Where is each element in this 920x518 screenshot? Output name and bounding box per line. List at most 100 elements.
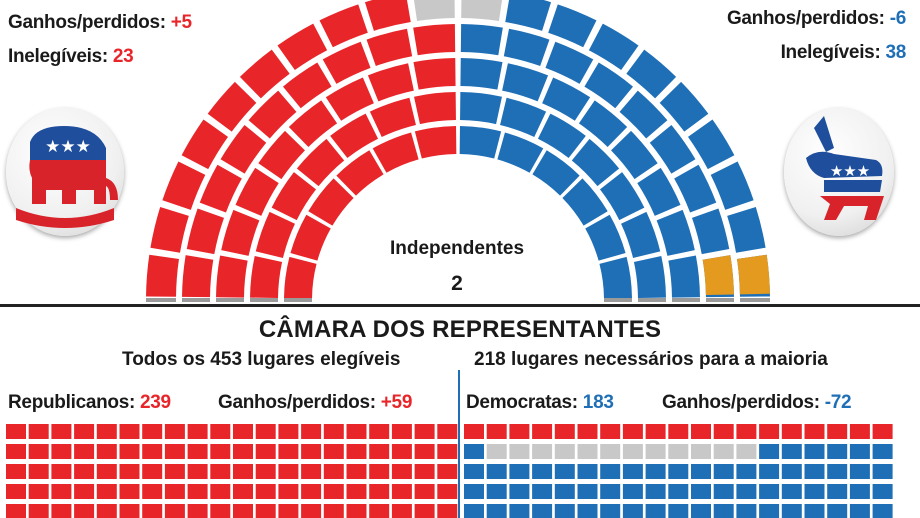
senate-seat — [502, 63, 549, 102]
senate-rep-inelig-value: 23 — [112, 46, 134, 67]
svg-text:★★★: ★★★ — [45, 137, 91, 157]
house-dem-seat — [532, 484, 553, 499]
house-rep-seat — [369, 464, 390, 479]
house-dem-seat — [486, 424, 507, 439]
house-dem-seat — [827, 444, 848, 459]
house-dem-seat — [532, 504, 553, 518]
house-rep-seat — [323, 484, 344, 499]
house-dem-seat — [691, 464, 711, 479]
house-dem-seat — [759, 424, 780, 439]
senate-seat — [413, 58, 456, 90]
house-dem-seat — [691, 424, 711, 439]
house-dem-seat — [464, 504, 484, 518]
senate-base — [740, 298, 770, 302]
svg-text:★★★: ★★★ — [830, 162, 870, 180]
house-rep-seat — [28, 504, 49, 518]
house-dem-seat — [691, 484, 711, 499]
house-rep-seat — [96, 464, 117, 479]
house-dem-seat — [872, 504, 893, 518]
senate-seat — [413, 0, 455, 21]
senate-independent-seat — [702, 255, 734, 296]
house-rep-seat — [187, 504, 208, 518]
house-rep-seat — [210, 424, 231, 439]
house-rep-seat — [323, 504, 344, 518]
house-rep-seat — [255, 424, 276, 439]
house-dem-seat — [781, 444, 802, 459]
house-dem-seat — [781, 484, 802, 499]
house-dem-value: 183 — [582, 392, 614, 413]
senate-seat — [626, 49, 677, 99]
senate-seat — [308, 178, 354, 226]
house-dem-seat — [736, 484, 757, 499]
house-dem-seat — [804, 424, 825, 439]
house-rep-seat — [301, 444, 322, 459]
senate-seat — [414, 126, 457, 159]
house-dem-seat — [713, 444, 734, 459]
senate-seat — [621, 211, 661, 258]
house-dem-seat — [509, 484, 530, 499]
house-rep-seat — [164, 424, 185, 439]
house-dem-seat — [486, 504, 507, 518]
house-rep-seat — [119, 484, 140, 499]
senate-dem-gains-value: -6 — [889, 8, 907, 29]
house-rep-seat — [414, 504, 435, 518]
senate-seat — [284, 256, 317, 299]
senate-seat — [325, 77, 374, 121]
house-dem-seat — [691, 444, 711, 459]
house-rep-seat — [187, 484, 208, 499]
house-rep-seat — [28, 484, 49, 499]
senate-seat — [497, 132, 544, 173]
senate-seat — [182, 255, 214, 298]
senate-seat — [364, 0, 411, 31]
senate-seat — [186, 208, 225, 255]
house-rep-gains: Ganhos/perdidos: +59 — [218, 392, 412, 414]
house-dem-seat — [849, 484, 870, 499]
house-rep-seat — [301, 424, 322, 439]
house-dem-seat — [849, 424, 870, 439]
house-rep-seat — [233, 484, 253, 499]
house-rep-seat — [233, 504, 253, 518]
house-dem-seat — [759, 484, 780, 499]
senate-seat — [221, 209, 260, 256]
senate-seat — [532, 150, 580, 196]
house-dem-seat — [736, 424, 757, 439]
house-divider — [458, 370, 460, 518]
senate-seat — [619, 90, 668, 139]
senate-seat — [290, 214, 331, 261]
house-rep-seat — [96, 504, 117, 518]
house-dem-seat — [600, 444, 621, 459]
house-dem-seat — [668, 484, 689, 499]
house-dem-seat — [486, 484, 507, 499]
senate-seat — [250, 256, 283, 298]
house-dem-seat — [577, 484, 598, 499]
house-dem-seat — [736, 444, 757, 459]
senate-seat — [674, 164, 717, 213]
house-dem-seat — [849, 504, 870, 518]
house-dem-seat — [532, 464, 553, 479]
house-rep-seat — [346, 444, 367, 459]
house-dem-seat — [668, 504, 689, 518]
senate-seat — [258, 130, 305, 180]
house-dem-seat — [849, 444, 870, 459]
senate-seat — [255, 211, 295, 258]
senate-seat — [322, 41, 371, 84]
house-dem-seat — [849, 464, 870, 479]
house-rep-seat — [414, 444, 435, 459]
senate-seat — [235, 167, 279, 216]
senate-dem-inelig: Inelegíveis: 38 — [781, 42, 907, 64]
house-rep-seat — [142, 464, 163, 479]
house-dem-seat — [645, 504, 666, 518]
senate-seat — [288, 100, 338, 147]
senate-seat — [459, 126, 502, 159]
house-dem-seat — [645, 464, 666, 479]
house-rep-seat — [414, 464, 435, 479]
senate-base — [182, 298, 210, 302]
house-rep-seat — [119, 464, 140, 479]
senate-seat — [336, 150, 384, 196]
house-rep-seat — [255, 444, 276, 459]
senate-seat — [460, 24, 503, 56]
house-dem-seat — [577, 504, 598, 518]
house-dem-seat — [804, 464, 825, 479]
house-rep-seat — [28, 424, 49, 439]
house-rep-seat — [301, 484, 322, 499]
